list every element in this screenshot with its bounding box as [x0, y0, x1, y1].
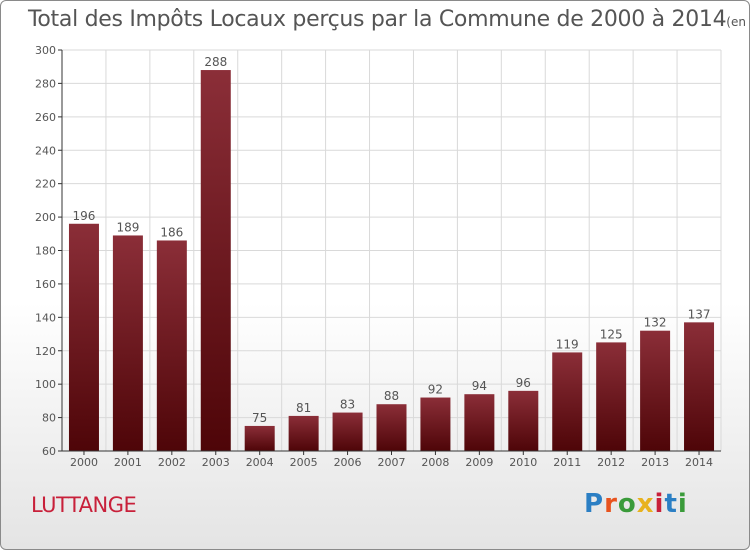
x-tick-label: 2012 [597, 456, 625, 469]
bar-2008[interactable] [420, 397, 451, 451]
y-tick-label: 300 [35, 44, 56, 57]
bar-2013[interactable] [640, 330, 671, 451]
x-tick-label: 2014 [685, 456, 713, 469]
bar-2012[interactable] [596, 342, 627, 451]
chart-title-text: Total des Impôts Locaux perçus par la Co… [28, 7, 727, 32]
y-tick-label: 260 [35, 111, 56, 124]
bar-2007[interactable] [376, 404, 407, 451]
y-tick-label: 240 [35, 144, 56, 157]
bar-value-label: 288 [204, 55, 227, 69]
x-tick-label: 2005 [290, 456, 318, 469]
x-tick-label: 2001 [114, 456, 142, 469]
bar-value-label: 137 [688, 307, 711, 321]
bar-value-label: 189 [116, 220, 139, 234]
bar-value-label: 88 [384, 389, 399, 403]
chart-unit: (en milliers d'€) [726, 15, 749, 29]
y-tick-label: 220 [35, 178, 56, 191]
logo-letter: x [636, 489, 655, 519]
logo-letter: r [604, 489, 618, 519]
x-tick-label: 2011 [553, 456, 581, 469]
y-tick-label: 60 [42, 445, 56, 458]
bar-value-label: 132 [644, 316, 667, 330]
y-tick-label: 120 [35, 345, 56, 358]
logo-letter: i [654, 489, 665, 519]
bar-value-label: 119 [556, 337, 579, 351]
commune-name: LUTTANGE [31, 493, 137, 517]
y-tick-label: 200 [35, 211, 56, 224]
bar-value-label: 96 [516, 376, 531, 390]
x-tick-label: 2013 [641, 456, 669, 469]
x-tick-label: 2000 [70, 456, 98, 469]
bar-value-label: 94 [472, 379, 487, 393]
logo-letter: P [584, 489, 605, 519]
bar-2002[interactable] [156, 240, 187, 451]
bar-value-label: 83 [340, 398, 355, 412]
x-tick-label: 2007 [378, 456, 406, 469]
bar-2009[interactable] [464, 394, 495, 451]
y-tick-label: 160 [35, 278, 56, 291]
bar-2011[interactable] [552, 352, 583, 451]
bar-2006[interactable] [332, 412, 363, 451]
chart-title: Total des Impôts Locaux perçus par la Co… [28, 7, 749, 32]
bar-2001[interactable] [112, 235, 143, 451]
x-tick-label: 2002 [158, 456, 186, 469]
bar-value-label: 75 [252, 411, 267, 425]
bar-value-label: 186 [160, 225, 183, 239]
logo-letter: t [664, 489, 678, 519]
bar-2000[interactable] [68, 223, 99, 451]
y-tick-label: 140 [35, 311, 56, 324]
x-tick-label: 2009 [465, 456, 493, 469]
y-tick-label: 80 [42, 412, 56, 425]
bar-2010[interactable] [508, 390, 539, 451]
y-tick-label: 100 [35, 378, 56, 391]
logo-letter: o [617, 489, 637, 519]
bar-value-label: 125 [600, 327, 623, 341]
x-tick-label: 2006 [334, 456, 362, 469]
x-tick-label: 2003 [202, 456, 230, 469]
bar-2005[interactable] [288, 415, 319, 451]
x-tick-label: 2010 [509, 456, 537, 469]
x-tick-label: 2004 [246, 456, 274, 469]
bar-value-label: 196 [73, 209, 96, 223]
logo-letter: i [677, 489, 688, 519]
bar-value-label: 81 [296, 401, 311, 415]
bar-2004[interactable] [244, 425, 275, 451]
bar-2003[interactable] [200, 70, 231, 452]
bar-value-label: 92 [428, 383, 443, 397]
proxiti-logo[interactable]: Proxiti [584, 489, 688, 519]
y-tick-label: 280 [35, 77, 56, 90]
x-tick-label: 2008 [421, 456, 449, 469]
bar-2014[interactable] [684, 322, 715, 451]
y-tick-label: 180 [35, 245, 56, 258]
